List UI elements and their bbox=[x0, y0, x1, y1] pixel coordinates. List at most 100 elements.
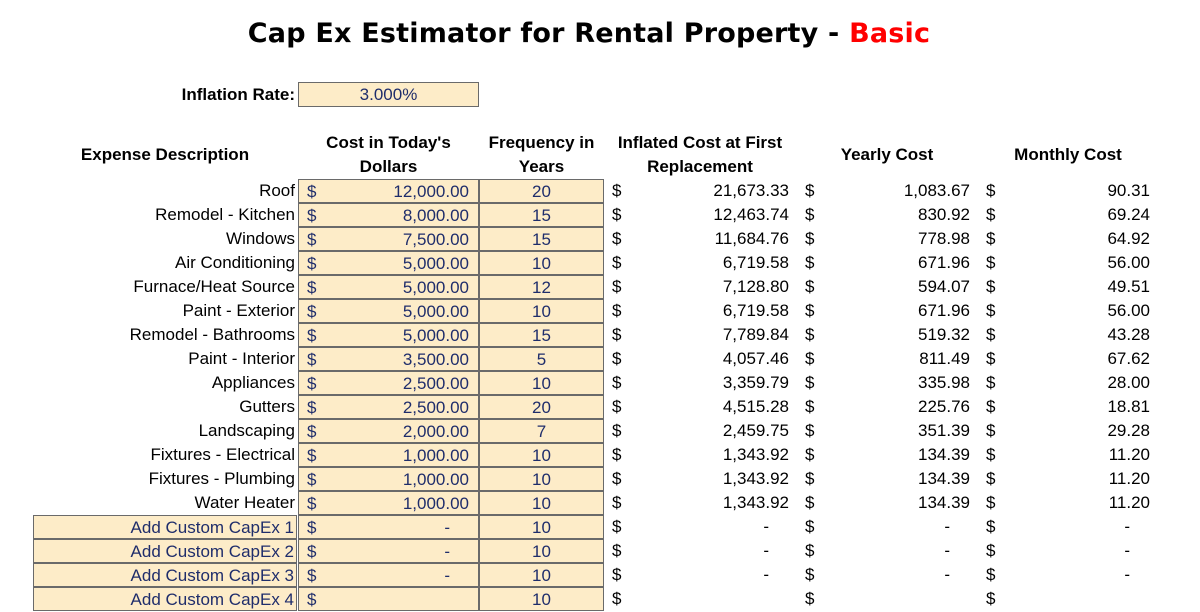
cost-today-input[interactable]: $5,000.00 bbox=[298, 251, 479, 275]
currency-symbol: $ bbox=[612, 325, 622, 344]
currency-symbol: $ bbox=[986, 421, 996, 440]
cost-today-input[interactable]: $8,000.00 bbox=[298, 203, 479, 227]
expense-description-input[interactable]: Add Custom CapEx 4 bbox=[33, 587, 297, 611]
frequency-years-input[interactable]: 10 bbox=[479, 251, 604, 275]
inflated-cost-value: 1,343.92 bbox=[722, 493, 789, 512]
frequency-years-input[interactable]: 10 bbox=[479, 515, 604, 539]
expense-row: Roof $12,000.00 20 $21,673.33 $1,083.67 $90.3… bbox=[0, 179, 1200, 203]
cost-today-input[interactable]: $ - bbox=[298, 515, 479, 539]
yearly-cost-value: 594.07 bbox=[918, 277, 970, 296]
cost-today-value: 5,000.00 bbox=[402, 278, 469, 297]
expense-row: Appliances $2,500.00 10 $3,359.79 $335.98 $28… bbox=[0, 371, 1200, 395]
frequency-years-input[interactable]: 10 bbox=[479, 539, 604, 563]
currency-symbol: $ bbox=[986, 373, 996, 392]
expense-description: Paint - Exterior bbox=[182, 301, 295, 320]
currency-symbol: $ bbox=[805, 229, 815, 248]
frequency-years-input[interactable]: 10 bbox=[479, 443, 604, 467]
frequency-years-input[interactable]: 5 bbox=[479, 347, 604, 371]
monthly-cost-value: 67.62 bbox=[1107, 349, 1150, 368]
header-inflated-line1: Inflated Cost at First bbox=[617, 133, 783, 152]
currency-symbol: $ bbox=[805, 181, 815, 200]
expense-description: Fixtures - Plumbing bbox=[148, 469, 295, 488]
yearly-cost-value: 811.49 bbox=[919, 349, 970, 368]
cost-today-value: 5,000.00 bbox=[402, 254, 469, 273]
cost-today-value: 12,000.00 bbox=[393, 182, 469, 201]
cost-today-value: 2,000.00 bbox=[402, 422, 469, 441]
frequency-years-input[interactable]: 20 bbox=[479, 395, 604, 419]
cost-today-input[interactable]: $12,000.00 bbox=[298, 179, 479, 203]
currency-symbol: $ bbox=[307, 278, 317, 297]
cost-today-input[interactable]: $2,500.00 bbox=[298, 395, 479, 419]
expense-row: Remodel - Kitchen $8,000.00 15 $12,463.74 $8… bbox=[0, 203, 1200, 227]
custom-expense-row: Add Custom CapEx 3 $ -10 $ - $ - $ - bbox=[0, 563, 1200, 587]
yearly-cost-value bbox=[820, 587, 970, 611]
frequency-years-input[interactable]: 10 bbox=[479, 491, 604, 515]
currency-symbol: $ bbox=[805, 373, 815, 392]
expense-row: Water Heater $1,000.00 10 $1,343.92 $134.39 $… bbox=[0, 491, 1200, 515]
frequency-years-input[interactable]: 10 bbox=[479, 563, 604, 587]
cost-today-input[interactable]: $2,500.00 bbox=[298, 371, 479, 395]
cost-today-input[interactable]: $5,000.00 bbox=[298, 275, 479, 299]
currency-symbol: $ bbox=[307, 566, 317, 585]
cost-today-input[interactable]: $5,000.00 bbox=[298, 299, 479, 323]
frequency-years-input[interactable]: 10 bbox=[479, 299, 604, 323]
frequency-years-input[interactable]: 12 bbox=[479, 275, 604, 299]
yearly-cost-value: 134.39 bbox=[918, 469, 970, 488]
cost-today-input[interactable]: $ - bbox=[298, 563, 479, 587]
currency-symbol: $ bbox=[805, 301, 815, 320]
yearly-cost-value: 671.96 bbox=[918, 253, 970, 272]
expense-description: Remodel - Kitchen bbox=[155, 205, 295, 224]
frequency-years-input[interactable]: 7 bbox=[479, 419, 604, 443]
cost-today-input[interactable]: $3,500.00 bbox=[298, 347, 479, 371]
currency-symbol: $ bbox=[307, 518, 317, 537]
frequency-years-input[interactable]: 10 bbox=[479, 371, 604, 395]
currency-symbol: $ bbox=[986, 493, 996, 512]
frequency-years-input[interactable]: 15 bbox=[479, 203, 604, 227]
cost-today-input[interactable]: $1,000.00 bbox=[298, 443, 479, 467]
cost-today-input[interactable]: $2,000.00 bbox=[298, 419, 479, 443]
expense-description: Paint - Interior bbox=[188, 349, 295, 368]
currency-symbol: $ bbox=[986, 301, 996, 320]
inflation-rate-input[interactable]: 3.000% bbox=[298, 82, 479, 107]
currency-symbol: $ bbox=[805, 421, 815, 440]
inflated-cost-value: 4,515.28 bbox=[722, 397, 789, 416]
currency-symbol: $ bbox=[612, 493, 622, 512]
frequency-years-input[interactable]: 15 bbox=[479, 227, 604, 251]
cost-today-value: 1,000.00 bbox=[402, 446, 469, 465]
header-yearly-cost: Yearly Cost bbox=[840, 145, 934, 164]
cost-today-value: - bbox=[444, 518, 450, 537]
frequency-years-input[interactable]: 10 bbox=[479, 467, 604, 491]
expense-row: Gutters $2,500.00 20 $4,515.28 $225.76 $18.81 bbox=[0, 395, 1200, 419]
expense-row: Windows $7,500.00 15 $11,684.76 $778.98 $64.9… bbox=[0, 227, 1200, 251]
inflated-cost-value: 3,359.79 bbox=[722, 373, 789, 392]
yearly-cost-value: 830.92 bbox=[918, 205, 970, 224]
frequency-years-input[interactable]: 20 bbox=[479, 179, 604, 203]
expense-description-input[interactable]: Add Custom CapEx 2 bbox=[33, 539, 297, 563]
currency-symbol: $ bbox=[612, 349, 622, 368]
frequency-years-input[interactable]: 15 bbox=[479, 323, 604, 347]
expense-row: Landscaping $2,000.00 7 $2,459.75 $351.39 $29… bbox=[0, 419, 1200, 443]
cost-today-input[interactable]: $1,000.00 bbox=[298, 491, 479, 515]
expense-description-input[interactable]: Add Custom CapEx 3 bbox=[33, 563, 297, 587]
currency-symbol: $ bbox=[986, 253, 996, 272]
cost-today-input[interactable]: $1,000.00 bbox=[298, 467, 479, 491]
expense-description: Furnace/Heat Source bbox=[133, 277, 295, 296]
expense-description-input[interactable]: Add Custom CapEx 1 bbox=[33, 515, 297, 539]
cost-today-input[interactable]: $7,500.00 bbox=[298, 227, 479, 251]
frequency-years-input[interactable]: 10 bbox=[479, 587, 604, 611]
inflated-cost-value: 11,684.76 bbox=[714, 229, 789, 248]
cost-today-input[interactable]: $5,000.00 bbox=[298, 323, 479, 347]
cost-today-value: 7,500.00 bbox=[402, 230, 469, 249]
cost-today-input[interactable]: $ - bbox=[298, 539, 479, 563]
page-title: Cap Ex Estimator for Rental Property - B… bbox=[0, 18, 1178, 49]
currency-symbol: $ bbox=[307, 398, 317, 417]
expense-row: Paint - Exterior $5,000.00 10 $6,719.58 $671… bbox=[0, 299, 1200, 323]
cost-today-value: 3,500.00 bbox=[402, 350, 469, 369]
cost-today-input[interactable]: $ bbox=[298, 587, 479, 611]
cost-today-value: 2,500.00 bbox=[402, 374, 469, 393]
monthly-cost-value: 28.00 bbox=[1107, 373, 1150, 392]
currency-symbol: $ bbox=[986, 205, 996, 224]
currency-symbol: $ bbox=[805, 205, 815, 224]
cost-today-value: 5,000.00 bbox=[402, 326, 469, 345]
monthly-cost-value: 11.20 bbox=[1108, 445, 1150, 464]
